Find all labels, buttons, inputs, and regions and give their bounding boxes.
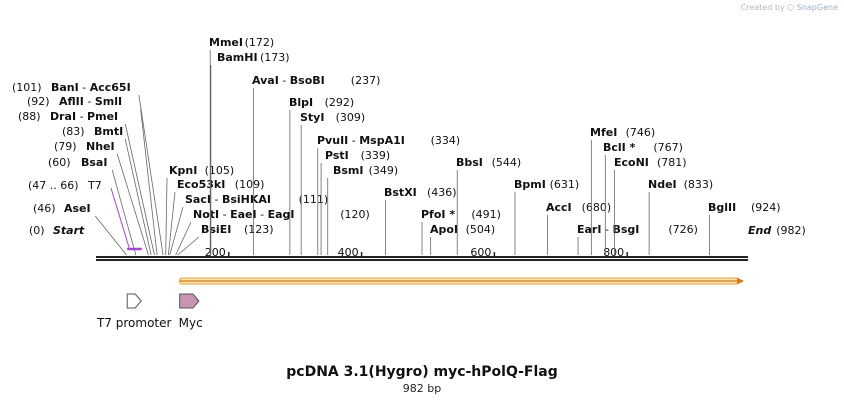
site-name: PfoI * bbox=[421, 208, 455, 221]
site-name: AccI bbox=[546, 201, 572, 214]
site-name: BsiEI bbox=[201, 223, 231, 236]
site-position: (504) bbox=[466, 223, 496, 236]
site-leader-line bbox=[177, 236, 200, 256]
site-position: (491) bbox=[471, 208, 501, 221]
credit-brand: SnapGene bbox=[796, 3, 838, 12]
site-position: (436) bbox=[427, 186, 457, 199]
site-position: (172) bbox=[245, 36, 275, 49]
site-position: (833) bbox=[684, 178, 714, 191]
site-name: DraI - PmeI bbox=[50, 110, 118, 123]
site-position: (726) bbox=[668, 223, 698, 236]
site-name: EcoNI bbox=[614, 156, 649, 169]
site-name: BglII bbox=[708, 201, 736, 214]
site-position: (292) bbox=[325, 96, 355, 109]
site-position: (111) bbox=[299, 193, 329, 206]
snapgene-credit: Created by ⬡ SnapGene bbox=[741, 3, 838, 12]
tick-label: 600 bbox=[470, 246, 491, 259]
site-name: AseI bbox=[64, 202, 91, 215]
site-position: (237) bbox=[351, 74, 381, 87]
site-name: MfeI bbox=[590, 126, 617, 139]
site-name: KpnI bbox=[169, 164, 197, 177]
site-position: (924) bbox=[751, 201, 781, 214]
tick-label: 800 bbox=[603, 246, 624, 259]
feature-myc-arrow[interactable] bbox=[179, 293, 200, 309]
map-title: pcDNA 3.1(Hygro) myc-hPolQ-Flag bbox=[286, 364, 558, 380]
site-name: BstXI bbox=[384, 186, 417, 199]
site-name: PvuII - MspA1I bbox=[317, 134, 405, 147]
site-position: (309) bbox=[336, 111, 366, 124]
feature-label-t7-promoter: T7 promoter bbox=[96, 316, 172, 330]
site-position: (334) bbox=[431, 134, 461, 147]
site-name: BsmI bbox=[333, 164, 364, 177]
site-name: ApoI bbox=[430, 223, 458, 236]
site-name: Eco53kI bbox=[177, 178, 225, 191]
primer-t7-leader bbox=[110, 187, 130, 249]
map-length: 982 bp bbox=[402, 382, 442, 395]
feature-label-myc: Myc bbox=[179, 316, 203, 330]
site-leader-line bbox=[165, 177, 168, 256]
orf-arrowhead bbox=[737, 277, 745, 285]
site-name: End bbox=[748, 224, 771, 237]
snapgene-logo-icon: ⬡ bbox=[787, 3, 795, 12]
site-position: (60) bbox=[48, 156, 71, 169]
site-position: (101) bbox=[12, 81, 42, 94]
site-leader-line bbox=[167, 191, 176, 256]
site-leader-line bbox=[94, 215, 127, 256]
site-position: (92) bbox=[27, 95, 50, 108]
site-position: (631) bbox=[550, 178, 580, 191]
site-name: PstI bbox=[325, 149, 349, 162]
site-name: BanI - Acc65I bbox=[51, 81, 131, 94]
site-leader-line bbox=[116, 153, 149, 256]
site-leader-line bbox=[124, 123, 155, 256]
site-position: (105) bbox=[205, 164, 235, 177]
site-name: SacI - BsiHKAI bbox=[185, 193, 271, 206]
site-position: (781) bbox=[657, 156, 687, 169]
site-name: StyI bbox=[300, 111, 324, 124]
feature-t7-promoter-arrow[interactable] bbox=[126, 293, 142, 309]
site-position: (339) bbox=[361, 149, 391, 162]
site-name: AflII - SmlI bbox=[59, 95, 122, 108]
site-position: (680) bbox=[582, 201, 612, 214]
site-name: NotI - EaeI - EagI bbox=[193, 208, 294, 221]
site-name: BclI * bbox=[603, 141, 636, 154]
site-position: (767) bbox=[653, 141, 683, 154]
site-name: Start bbox=[53, 224, 85, 237]
site-leader-line bbox=[111, 169, 137, 256]
site-name: AvaI - BsoBI bbox=[252, 74, 325, 87]
site-position: (544) bbox=[492, 156, 522, 169]
site-position: (0) bbox=[29, 224, 45, 237]
site-name: NdeI bbox=[648, 178, 677, 191]
site-leader-line bbox=[124, 138, 152, 256]
site-name: MmeI bbox=[209, 36, 243, 49]
site-name: EarI - BsgI bbox=[577, 223, 639, 236]
credit-prefix: Created by bbox=[740, 3, 785, 12]
site-name: BlpI bbox=[289, 96, 313, 109]
site-position: (982) bbox=[776, 224, 806, 237]
site-position: (349) bbox=[369, 164, 399, 177]
site-leader-line bbox=[169, 206, 184, 256]
site-position: (173) bbox=[260, 51, 290, 64]
site-position: (79) bbox=[54, 140, 77, 153]
site-name: BbsI bbox=[456, 156, 483, 169]
site-position: (109) bbox=[235, 178, 265, 191]
primer-t7-range: (47 .. 66) bbox=[28, 179, 79, 192]
primer-t7-name: T7 bbox=[87, 179, 102, 192]
site-name: BmtI bbox=[94, 125, 123, 138]
site-leader-line bbox=[138, 94, 164, 256]
site-position: (120) bbox=[340, 208, 370, 221]
site-position: (746) bbox=[626, 126, 656, 139]
site-position: (83) bbox=[62, 125, 85, 138]
tick-label: 200 bbox=[205, 246, 226, 259]
site-name: BpmI bbox=[514, 178, 546, 191]
site-leader-line bbox=[140, 108, 158, 256]
site-name: BsaI bbox=[81, 156, 107, 169]
site-name: NheI bbox=[86, 140, 115, 153]
site-position: (123) bbox=[244, 223, 274, 236]
site-position: (46) bbox=[33, 202, 56, 215]
tick-label: 400 bbox=[338, 246, 359, 259]
site-name: BamHI bbox=[217, 51, 258, 64]
site-leader-line bbox=[175, 221, 192, 256]
site-position: (88) bbox=[18, 110, 41, 123]
